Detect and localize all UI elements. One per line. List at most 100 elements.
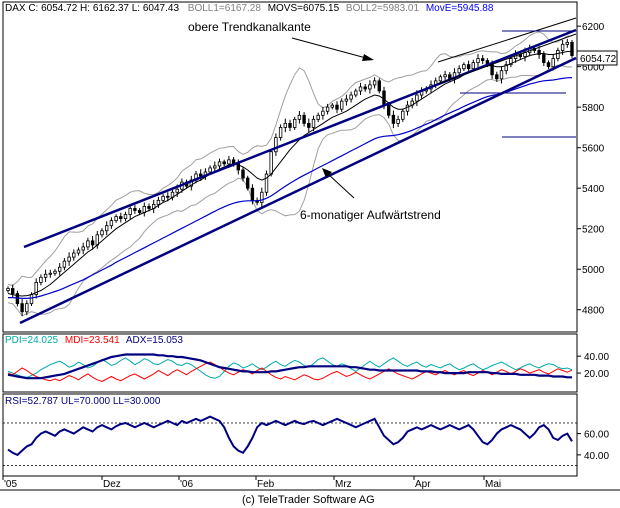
x-tick-label: Apr xyxy=(415,479,431,490)
rsi-tick-label: 40.00 xyxy=(584,451,609,462)
dmi-adx-line xyxy=(7,353,572,380)
price-candle xyxy=(81,242,85,255)
header-move: MovE=5945.88 xyxy=(426,3,494,14)
price-candle xyxy=(499,65,504,84)
price-candle xyxy=(109,217,114,229)
price-tick-label: 4800 xyxy=(582,306,605,317)
price-candle xyxy=(354,88,358,98)
move-line xyxy=(8,77,573,299)
price-panel: obere Trendkanalkante 6-monatiger Aufwär… xyxy=(2,1,618,333)
price-candle xyxy=(100,228,104,238)
price-candle xyxy=(297,111,302,124)
price-badge-box xyxy=(576,50,618,66)
price-candle xyxy=(34,278,38,299)
price-candle xyxy=(43,269,48,282)
price-candle xyxy=(302,112,306,127)
header-boll2: BOLL2=5983.01 xyxy=(346,3,420,14)
price-candle xyxy=(119,212,123,223)
header-mdi: MDI=23.541 xyxy=(65,335,120,346)
price-candle xyxy=(283,118,287,133)
x-tick-label: Feb xyxy=(257,479,275,490)
price-tick-label: 5200 xyxy=(582,225,605,236)
price-tick-label: 5000 xyxy=(582,265,605,276)
price-candle xyxy=(86,237,90,251)
price-candle xyxy=(48,269,52,278)
header-pdi: PDI=24.025 xyxy=(5,335,59,346)
x-tick-label: Dez xyxy=(103,479,121,490)
price-candle xyxy=(358,82,363,95)
dmi-panel: PDI=24.025 MDI=23.541 ADX=15.053 20.00 40… xyxy=(2,333,609,393)
price-candle xyxy=(72,249,76,261)
price-candle xyxy=(316,112,320,123)
price-candle xyxy=(438,74,443,84)
price-candle xyxy=(311,115,316,132)
price-candle xyxy=(156,196,161,208)
price-candle xyxy=(344,94,349,106)
price-candle xyxy=(161,193,165,203)
price-tick-label: 6200 xyxy=(582,22,605,33)
price-tick-label: 5400 xyxy=(582,184,605,195)
price-candle xyxy=(222,159,226,167)
price-candle xyxy=(335,101,339,114)
price-candle xyxy=(274,133,278,156)
price-tick-label: 6000 xyxy=(582,63,605,74)
rsi-tick-label: 60.00 xyxy=(584,430,609,441)
rsi-header: RSI=52.787 UL=70.000 LL=30.000 xyxy=(5,396,161,407)
dmi-tick-label: 40.00 xyxy=(584,352,609,363)
price-candle xyxy=(443,70,447,81)
price-candle xyxy=(213,161,217,173)
price-candle xyxy=(570,40,574,58)
upper-trendline xyxy=(23,28,577,249)
price-candle xyxy=(377,78,381,94)
header-dax: DAX C: 6054.72 H: 6162.37 L: 6047.43 xyxy=(5,3,179,14)
short-channel-lower xyxy=(437,33,577,85)
price-candle xyxy=(330,102,334,110)
price-candle xyxy=(363,84,367,92)
price-candle xyxy=(480,55,485,65)
price-candle xyxy=(123,211,128,222)
lower-annotation-arrow xyxy=(327,173,355,199)
price-candle xyxy=(495,71,499,82)
price-candle xyxy=(241,166,245,182)
price-candle xyxy=(105,221,109,236)
header-boll1: BOLL1=6167.28 xyxy=(188,3,262,14)
price-candle xyxy=(198,169,203,181)
dmi-header: PDI=24.025 MDI=23.541 ADX=15.053 xyxy=(5,335,183,346)
price-candle xyxy=(137,208,142,215)
price-candle xyxy=(260,187,264,208)
price-candle xyxy=(6,286,10,293)
annotation-upper-trend: obere Trendkanalkante xyxy=(188,20,311,34)
price-candle xyxy=(368,80,372,94)
price-candle xyxy=(457,65,461,77)
price-candle xyxy=(396,115,400,128)
x-tick-label: Mai xyxy=(485,479,501,490)
bollinger-lower-line xyxy=(7,64,573,317)
price-candle xyxy=(62,258,67,271)
price-candle xyxy=(217,158,222,170)
price-candle xyxy=(462,62,466,72)
price-candle xyxy=(307,118,311,133)
price-candle xyxy=(278,124,283,141)
x-tick-label: '06 xyxy=(180,479,193,490)
x-tick-label: '05 xyxy=(4,479,17,490)
price-candle xyxy=(292,116,297,130)
x-axis: '05 Dez '06 Feb Mrz Apr Mai xyxy=(2,475,577,490)
price-candle xyxy=(556,47,560,62)
price-candle xyxy=(349,91,353,103)
price-candle xyxy=(20,299,24,317)
price-candle xyxy=(58,263,62,276)
annotation-lower-trend: 6-monatiger Aufwärtstrend xyxy=(300,208,441,222)
price-candle xyxy=(10,284,15,298)
price-candle xyxy=(372,77,377,89)
price-candle xyxy=(546,60,551,69)
price-candle xyxy=(391,110,396,129)
price-candle xyxy=(537,46,541,59)
price-badge: 6054.72 xyxy=(580,54,617,65)
price-header: DAX C: 6054.72 H: 6162.37 L: 6047.43 BOL… xyxy=(5,3,494,14)
rsi-panel: RSI=52.787 UL=70.000 LL=30.000 40.00 60.0… xyxy=(2,393,609,477)
price-candle xyxy=(288,119,292,132)
footer-copyright: (c) TeleTrader Software AG xyxy=(242,494,375,506)
price-tick-label: 5600 xyxy=(582,144,605,155)
price-candle xyxy=(264,170,269,196)
price-candle xyxy=(114,214,118,223)
